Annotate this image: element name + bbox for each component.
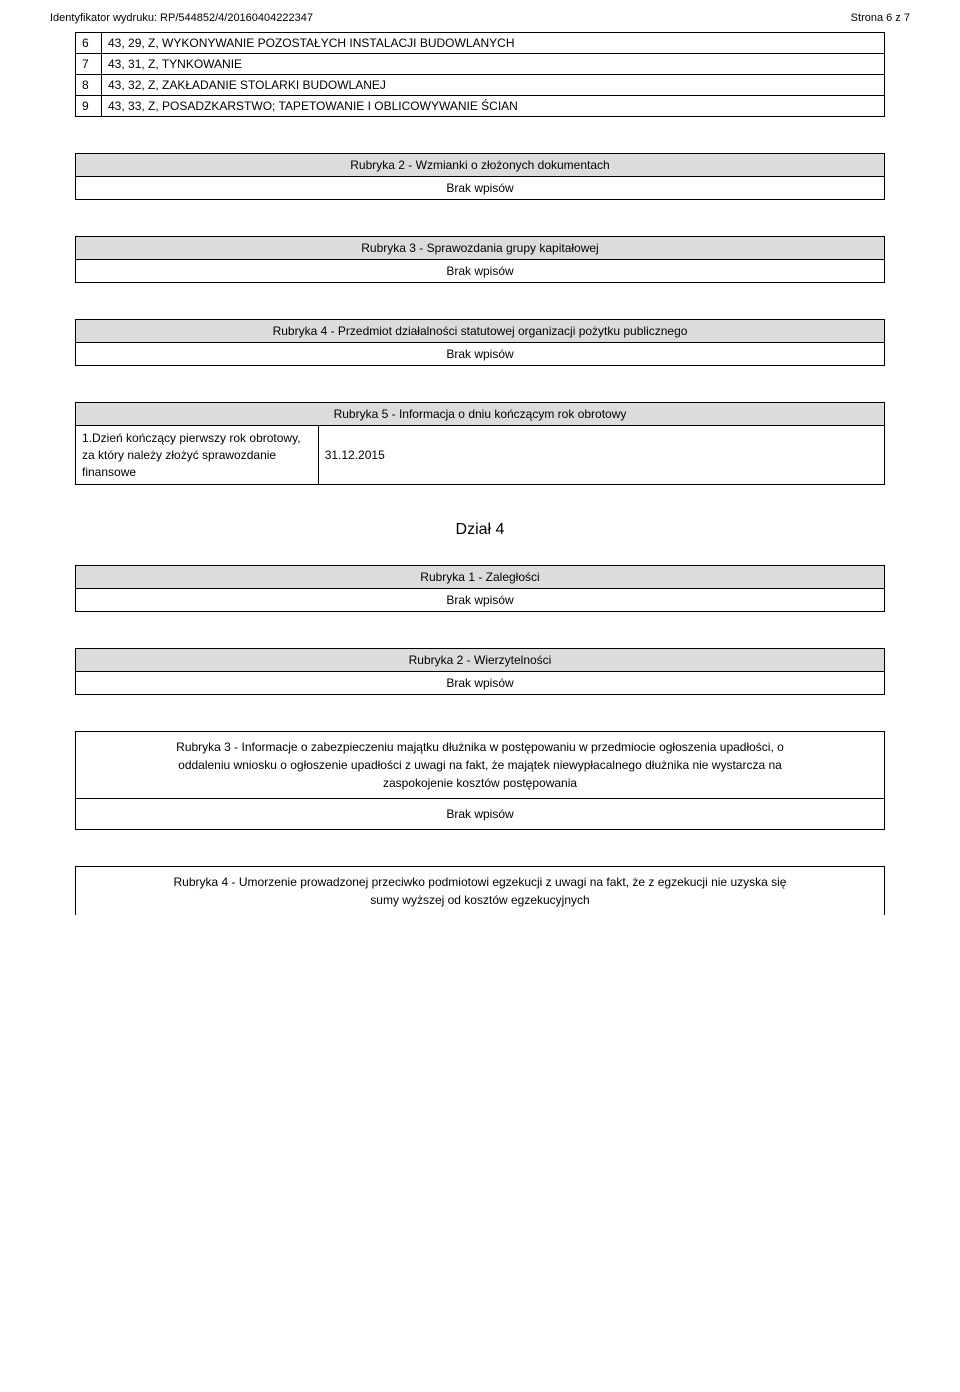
dzial4-r3-line2: oddaleniu wniosku o ogłoszenie upadłości…	[178, 758, 782, 772]
table-row: 9 43, 33, Z, POSADZKARSTWO; TAPETOWANIE …	[76, 96, 885, 117]
rubryka5-box: Rubryka 5 - Informacja o dniu kończącym …	[75, 402, 885, 485]
rubryka4-box: Rubryka 4 - Przedmiot działalności statu…	[75, 319, 885, 366]
dzial4-r1-head: Rubryka 1 - Zaległości	[76, 566, 885, 589]
rubryka5-head: Rubryka 5 - Informacja o dniu kończącym …	[76, 403, 885, 426]
row-text: 43, 32, Z, ZAKŁADANIE STOLARKI BUDOWLANE…	[102, 75, 885, 96]
dzial4-r4-line2: sumy wyższej od kosztów egzekucyjnych	[370, 893, 589, 907]
rubryka3-head: Rubryka 3 - Sprawozdania grupy kapitałow…	[76, 237, 885, 260]
dzial4-title: Dział 4	[75, 521, 885, 539]
dzial4-r3-line1: Rubryka 3 - Informacje o zabezpieczeniu …	[176, 740, 784, 754]
rubryka2-body: Brak wpisów	[76, 177, 885, 200]
header-page: Strona 6 z 7	[851, 12, 910, 24]
table-row: 6 43, 29, Z, WYKONYWANIE POZOSTAŁYCH INS…	[76, 33, 885, 54]
dzial4-r3-line3: zaspokojenie kosztów postępowania	[383, 776, 577, 790]
dzial4-r1-box: Rubryka 1 - Zaległości Brak wpisów	[75, 565, 885, 612]
rubryka3-box: Rubryka 3 - Sprawozdania grupy kapitałow…	[75, 236, 885, 283]
dzial4-r2-head: Rubryka 2 - Wierzytelności	[76, 649, 885, 672]
row-text: 43, 29, Z, WYKONYWANIE POZOSTAŁYCH INSTA…	[102, 33, 885, 54]
rubryka3-body: Brak wpisów	[76, 260, 885, 283]
top-numbered-table: 6 43, 29, Z, WYKONYWANIE POZOSTAŁYCH INS…	[75, 32, 885, 117]
dzial4-r4-head: Rubryka 4 - Umorzenie prowadzonej przeci…	[76, 867, 885, 916]
rubryka4-head: Rubryka 4 - Przedmiot działalności statu…	[76, 320, 885, 343]
dzial4-r3-body: Brak wpisów	[76, 799, 885, 830]
row-num: 6	[76, 33, 102, 54]
dzial4-r1-body: Brak wpisów	[76, 589, 885, 612]
dzial4-r4-box: Rubryka 4 - Umorzenie prowadzonej przeci…	[75, 866, 885, 915]
row-text: 43, 31, Z, TYNKOWANIE	[102, 54, 885, 75]
row-num: 7	[76, 54, 102, 75]
header-id: Identyfikator wydruku: RP/544852/4/20160…	[50, 12, 313, 24]
rubryka2-head: Rubryka 2 - Wzmianki o złożonych dokumen…	[76, 154, 885, 177]
row-text: 43, 33, Z, POSADZKARSTWO; TAPETOWANIE I …	[102, 96, 885, 117]
rubryka2-box: Rubryka 2 - Wzmianki o złożonych dokumen…	[75, 153, 885, 200]
rubryka5-left: 1.Dzień kończący pierwszy rok obrotowy, …	[76, 426, 319, 485]
dzial4-r2-box: Rubryka 2 - Wierzytelności Brak wpisów	[75, 648, 885, 695]
dzial4-r4-line1: Rubryka 4 - Umorzenie prowadzonej przeci…	[174, 875, 787, 889]
row-num: 8	[76, 75, 102, 96]
row-num: 9	[76, 96, 102, 117]
rubryka4-body: Brak wpisów	[76, 343, 885, 366]
dzial4-r3-box: Rubryka 3 - Informacje o zabezpieczeniu …	[75, 731, 885, 830]
table-row: 8 43, 32, Z, ZAKŁADANIE STOLARKI BUDOWLA…	[76, 75, 885, 96]
table-row: 7 43, 31, Z, TYNKOWANIE	[76, 54, 885, 75]
rubryka5-right: 31.12.2015	[318, 426, 884, 485]
page-header: Identyfikator wydruku: RP/544852/4/20160…	[50, 12, 910, 24]
dzial4-r2-body: Brak wpisów	[76, 672, 885, 695]
dzial4-r3-head: Rubryka 3 - Informacje o zabezpieczeniu …	[76, 732, 885, 799]
